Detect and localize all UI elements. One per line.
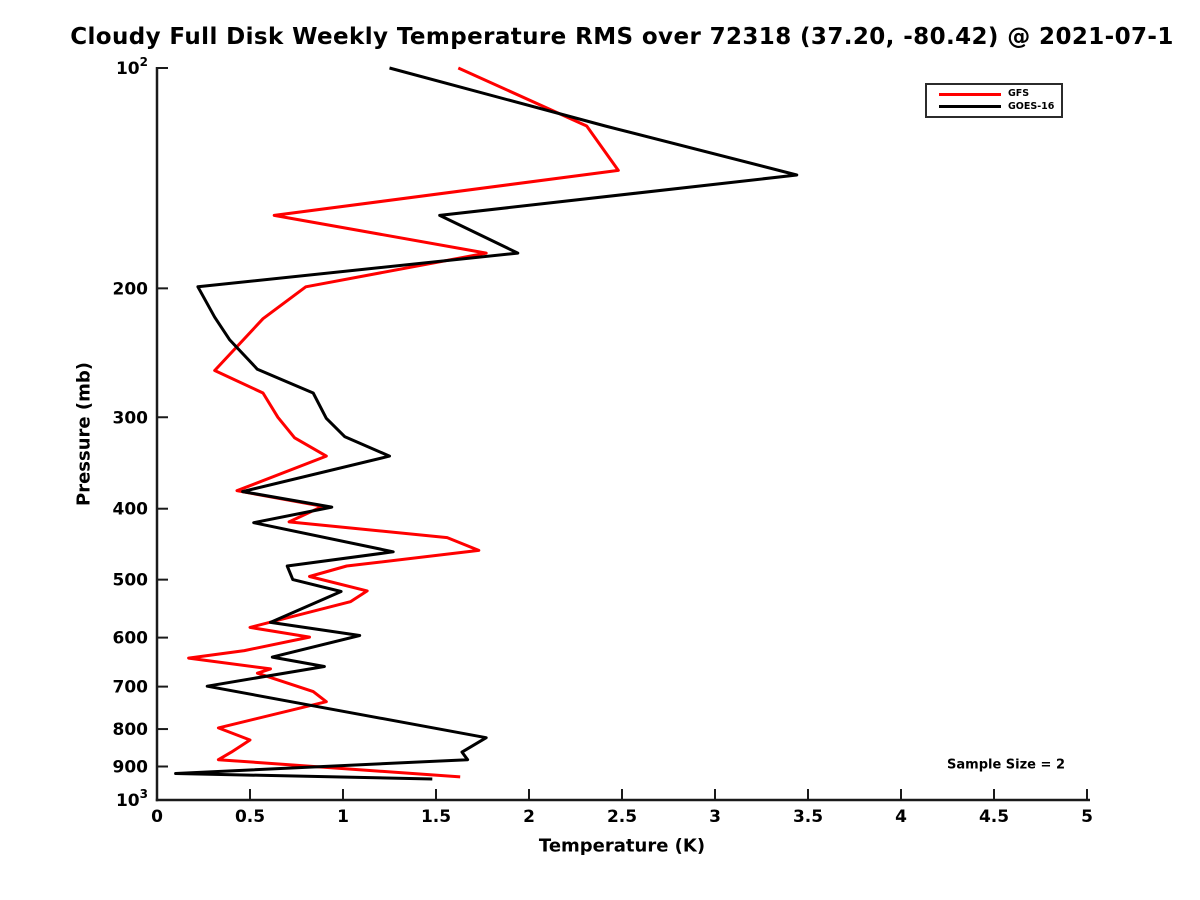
y-tick-label: 103 [116, 787, 148, 811]
x-tick-label: 3 [709, 807, 721, 827]
legend-item-goes16: GOES-16 [927, 102, 1061, 112]
goes-16-line [174, 66, 799, 781]
y-tick-label: 800 [113, 720, 149, 740]
y-tick-label: 102 [116, 55, 148, 79]
sample-size-annotation: Sample Size = 2 [947, 757, 1065, 773]
x-tick-label: 5 [1081, 807, 1093, 827]
y-tick-label: 500 [113, 571, 149, 591]
x-tick-label: 4 [895, 807, 907, 827]
x-tick-label: 1.5 [421, 807, 451, 827]
y-tick-label: 400 [113, 500, 149, 520]
y-tick-label: 700 [113, 678, 149, 698]
x-axis-label: Temperature (K) [538, 835, 706, 857]
x-tick-label: 3.5 [793, 807, 823, 827]
chart-title: Cloudy Full Disk Weekly Temperature RMS … [70, 24, 1174, 50]
x-tick-label: 2 [523, 807, 535, 827]
gfs-line-swatch [939, 92, 1001, 96]
gfs-line [187, 66, 620, 779]
x-tick-label: 0.5 [235, 807, 265, 827]
legend-label-goes16: GOES-16 [1008, 101, 1055, 113]
y-tick-label: 900 [113, 758, 149, 778]
x-tick-label: 0 [151, 807, 163, 827]
y-tick-label: 600 [113, 629, 149, 649]
x-tick-label: 2.5 [607, 807, 637, 827]
x-tick-label: 4.5 [979, 807, 1009, 827]
legend: GFS GOES-16 [925, 83, 1063, 118]
x-tick-label: 1 [337, 807, 349, 827]
legend-label-gfs: GFS [1008, 88, 1030, 100]
y-tick-label: 300 [113, 408, 149, 428]
y-tick-label: 200 [113, 279, 149, 299]
legend-item-gfs: GFS [927, 89, 1061, 99]
goes16-line-swatch [939, 105, 1001, 109]
